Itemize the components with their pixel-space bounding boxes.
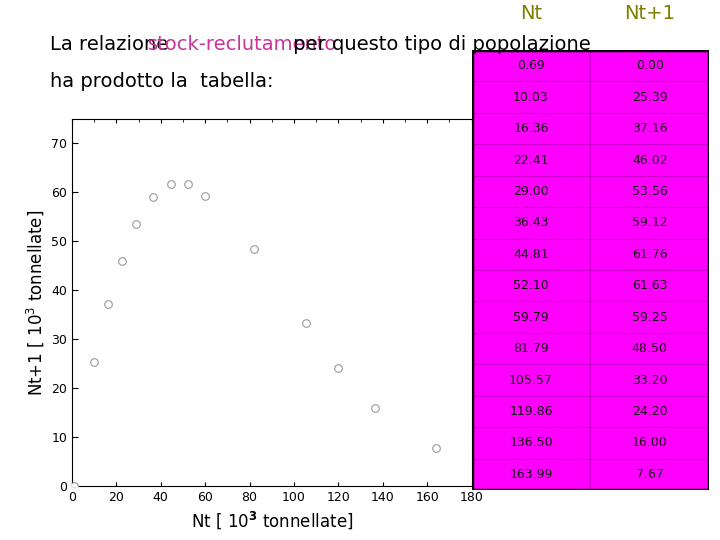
- Bar: [472, 333, 590, 364]
- Text: 136.50: 136.50: [509, 436, 553, 449]
- Text: 61.63: 61.63: [632, 279, 667, 292]
- Bar: [472, 113, 590, 144]
- Text: 163.99: 163.99: [509, 468, 553, 481]
- Point: [130, 219, 142, 228]
- Text: stock-reclutamento: stock-reclutamento: [148, 35, 337, 54]
- Text: 16.00: 16.00: [632, 436, 667, 449]
- Text: 0.69: 0.69: [517, 59, 545, 72]
- Text: 53.56: 53.56: [632, 185, 667, 198]
- Bar: [472, 427, 590, 458]
- Text: 7.67: 7.67: [636, 468, 664, 481]
- Text: 16.36: 16.36: [513, 122, 549, 135]
- Point: [166, 179, 177, 188]
- Bar: [590, 176, 709, 207]
- Text: 0.00: 0.00: [636, 59, 664, 72]
- Y-axis label: Nt+1 [ 10$^3$ tonnellate]: Nt+1 [ 10$^3$ tonnellate]: [24, 210, 45, 395]
- Bar: [590, 427, 709, 458]
- Bar: [472, 50, 590, 82]
- Text: 33.20: 33.20: [632, 374, 667, 387]
- X-axis label: Nt [ 10$^{\mathbf{3}}$ tonnellate]: Nt [ 10$^{\mathbf{3}}$ tonnellate]: [191, 509, 353, 531]
- Bar: [590, 301, 709, 333]
- Bar: [472, 301, 590, 333]
- Bar: [472, 82, 590, 113]
- Point: [147, 192, 158, 201]
- Text: 22.41: 22.41: [513, 153, 549, 166]
- Text: 46.02: 46.02: [632, 153, 667, 166]
- Bar: [590, 207, 709, 239]
- Text: 24.20: 24.20: [632, 405, 667, 418]
- Text: 36.43: 36.43: [513, 217, 549, 230]
- Bar: [472, 458, 590, 490]
- Bar: [590, 239, 709, 270]
- Bar: [472, 396, 590, 427]
- Bar: [472, 364, 590, 396]
- Bar: [472, 144, 590, 176]
- Bar: [590, 113, 709, 144]
- Text: 105.57: 105.57: [509, 374, 553, 387]
- Text: 119.86: 119.86: [509, 405, 553, 418]
- Bar: [472, 176, 590, 207]
- Text: 52.10: 52.10: [513, 279, 549, 292]
- Point: [369, 403, 381, 412]
- Point: [301, 319, 312, 328]
- Point: [102, 300, 114, 308]
- Bar: [590, 270, 709, 301]
- Point: [199, 192, 210, 200]
- Bar: [590, 144, 709, 176]
- Point: [431, 444, 442, 453]
- Text: La relazione: La relazione: [50, 35, 175, 54]
- Bar: [590, 50, 709, 82]
- Bar: [590, 333, 709, 364]
- Bar: [472, 270, 590, 301]
- Text: 29.00: 29.00: [513, 185, 549, 198]
- Text: 61.76: 61.76: [632, 248, 667, 261]
- Text: 59.25: 59.25: [632, 310, 667, 323]
- Bar: [590, 458, 709, 490]
- Text: 81.79: 81.79: [513, 342, 549, 355]
- Text: 10.03: 10.03: [513, 91, 549, 104]
- Text: 59.12: 59.12: [632, 217, 667, 230]
- Point: [248, 244, 259, 253]
- Text: 44.81: 44.81: [513, 248, 549, 261]
- Text: Nt+1: Nt+1: [624, 4, 675, 23]
- Point: [89, 357, 100, 366]
- Text: 25.39: 25.39: [632, 91, 667, 104]
- Bar: [472, 239, 590, 270]
- Bar: [590, 396, 709, 427]
- Bar: [472, 207, 590, 239]
- Point: [116, 256, 127, 265]
- Text: Nt: Nt: [520, 4, 542, 23]
- Text: 59.79: 59.79: [513, 310, 549, 323]
- Bar: [590, 364, 709, 396]
- Text: 37.16: 37.16: [632, 122, 667, 135]
- Text: ha prodotto la  tabella:: ha prodotto la tabella:: [50, 72, 274, 91]
- Point: [333, 363, 344, 372]
- Text: per questo tipo di popolazione: per questo tipo di popolazione: [287, 35, 590, 54]
- Point: [68, 482, 79, 490]
- Text: 48.50: 48.50: [632, 342, 667, 355]
- Bar: [590, 82, 709, 113]
- Point: [182, 180, 194, 188]
